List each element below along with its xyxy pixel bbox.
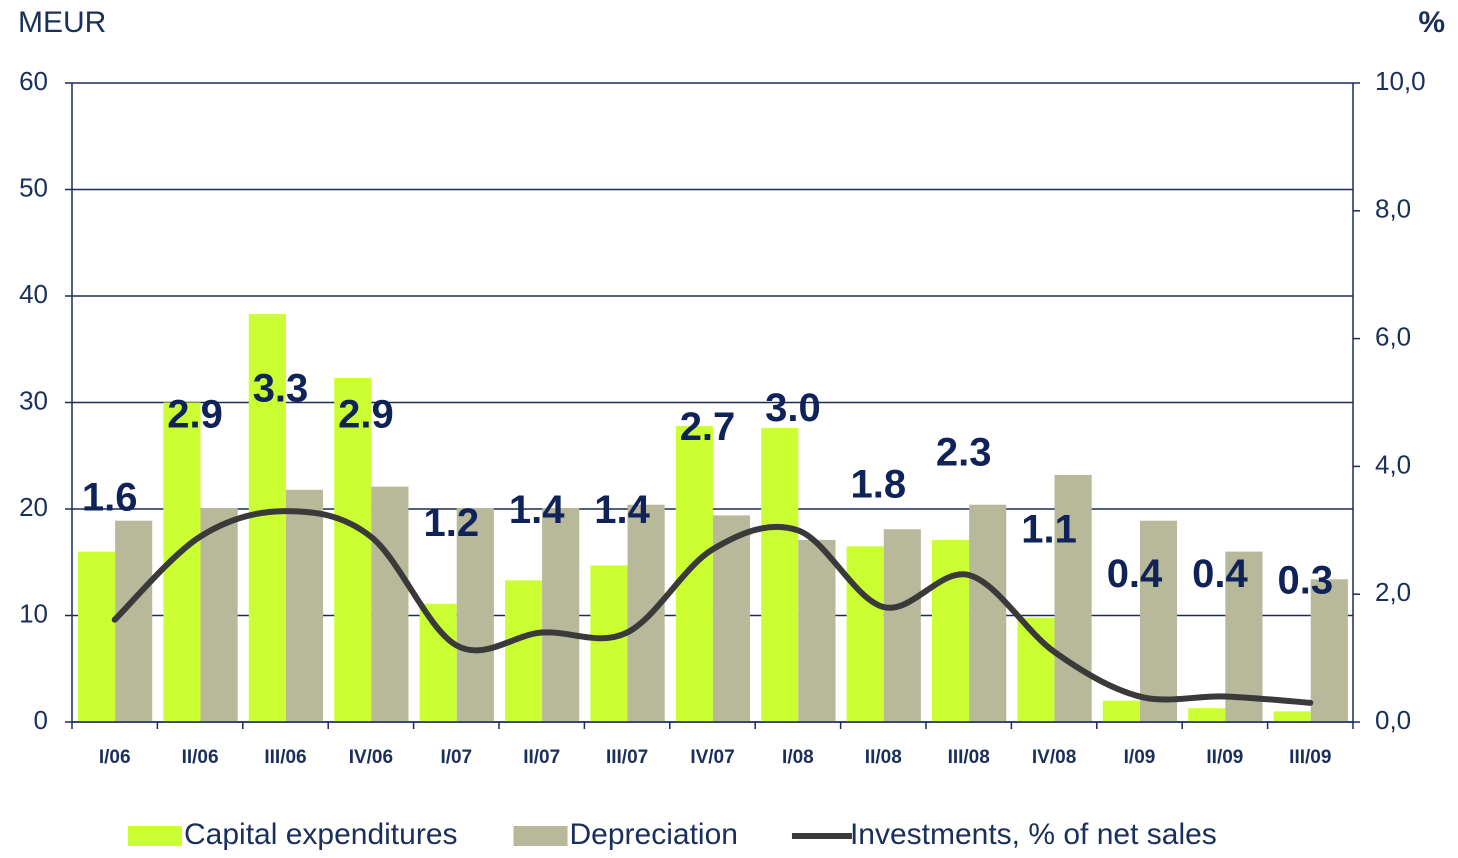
x-tick-label: III/07 bbox=[606, 747, 648, 768]
bar bbox=[456, 507, 494, 722]
bar bbox=[1054, 474, 1092, 722]
data-label: 0.4 bbox=[1107, 552, 1163, 596]
bar bbox=[77, 551, 116, 722]
x-tick-label: II/07 bbox=[523, 747, 560, 768]
x-tick-label: II/06 bbox=[182, 747, 219, 768]
bar bbox=[675, 425, 713, 722]
x-tick-label: IV/08 bbox=[1032, 747, 1076, 768]
y-axis-title: MEUR bbox=[18, 6, 106, 39]
y2-tick-label: 2,0 bbox=[1375, 577, 1411, 607]
y2-tick-label: 6,0 bbox=[1375, 321, 1411, 351]
y-tick-label: 10 bbox=[19, 598, 48, 628]
bar bbox=[627, 504, 665, 722]
bar bbox=[248, 314, 286, 722]
bar bbox=[883, 529, 921, 722]
y2-tick-label: 4,0 bbox=[1375, 449, 1411, 479]
data-label: 3.3 bbox=[253, 367, 309, 411]
bar bbox=[334, 378, 372, 722]
data-label: 2.9 bbox=[167, 392, 223, 436]
y-tick-label: 40 bbox=[19, 279, 48, 309]
bar bbox=[1273, 711, 1311, 722]
data-label: 1.4 bbox=[594, 488, 650, 532]
data-label: 0.3 bbox=[1277, 558, 1333, 602]
x-tick-label: III/08 bbox=[948, 747, 990, 768]
bar bbox=[712, 515, 751, 722]
bar bbox=[419, 603, 457, 722]
y-tick-label: 20 bbox=[19, 492, 48, 522]
data-label: 1.2 bbox=[423, 501, 479, 545]
y-tick-label: 30 bbox=[19, 385, 48, 415]
line bbox=[111, 508, 1314, 706]
x-tick-label: I/07 bbox=[440, 747, 472, 768]
data-label: 1.8 bbox=[850, 463, 906, 507]
y2-tick-label: 0,0 bbox=[1375, 705, 1411, 735]
bar bbox=[1102, 700, 1140, 722]
x-tick-label: II/08 bbox=[865, 747, 902, 768]
y-tick-label: 50 bbox=[19, 172, 48, 202]
data-label: 2.9 bbox=[338, 392, 394, 436]
bar bbox=[798, 539, 836, 722]
bar bbox=[200, 507, 238, 722]
legend-label: Depreciation bbox=[570, 818, 738, 851]
legend-label: Capital expenditures bbox=[184, 818, 458, 851]
data-label: 1.4 bbox=[509, 488, 565, 532]
y-tick-label: 0 bbox=[34, 705, 48, 735]
bar bbox=[761, 428, 799, 722]
legend-label: Investments, % of net sales bbox=[850, 818, 1217, 851]
data-label: 0.4 bbox=[1192, 552, 1248, 596]
bar bbox=[1188, 708, 1226, 722]
x-tick-label: II/09 bbox=[1206, 747, 1243, 768]
bar bbox=[969, 504, 1007, 722]
y2-tick-label: 8,0 bbox=[1375, 194, 1411, 224]
bar bbox=[504, 580, 543, 722]
legend-swatch bbox=[513, 826, 568, 846]
bar bbox=[846, 546, 884, 722]
bar bbox=[371, 486, 409, 722]
bar bbox=[115, 520, 153, 722]
y2-axis-title: % bbox=[1418, 6, 1445, 39]
data-label: 2.3 bbox=[936, 431, 992, 475]
bar bbox=[931, 539, 970, 722]
legend-swatch bbox=[128, 826, 182, 846]
bar bbox=[285, 489, 324, 722]
bar bbox=[1139, 520, 1178, 722]
bar bbox=[590, 565, 628, 722]
x-tick-label: I/06 bbox=[99, 747, 131, 768]
bar bbox=[1225, 551, 1263, 722]
data-label: 2.7 bbox=[680, 405, 736, 449]
bar bbox=[542, 507, 580, 722]
y-tick-label: 60 bbox=[19, 66, 48, 96]
x-tick-label: I/08 bbox=[782, 747, 814, 768]
x-tick-label: III/09 bbox=[1289, 747, 1331, 768]
y2-tick-label: 10,0 bbox=[1375, 66, 1426, 96]
x-tick-label: I/09 bbox=[1124, 747, 1156, 768]
data-label: 3.0 bbox=[765, 386, 821, 430]
x-tick-label: III/06 bbox=[264, 747, 306, 768]
data-label: 1.6 bbox=[82, 475, 138, 519]
x-tick-label: IV/06 bbox=[349, 747, 393, 768]
data-label: 1.1 bbox=[1021, 507, 1077, 551]
x-tick-label: IV/07 bbox=[690, 747, 734, 768]
bar bbox=[1310, 579, 1348, 722]
